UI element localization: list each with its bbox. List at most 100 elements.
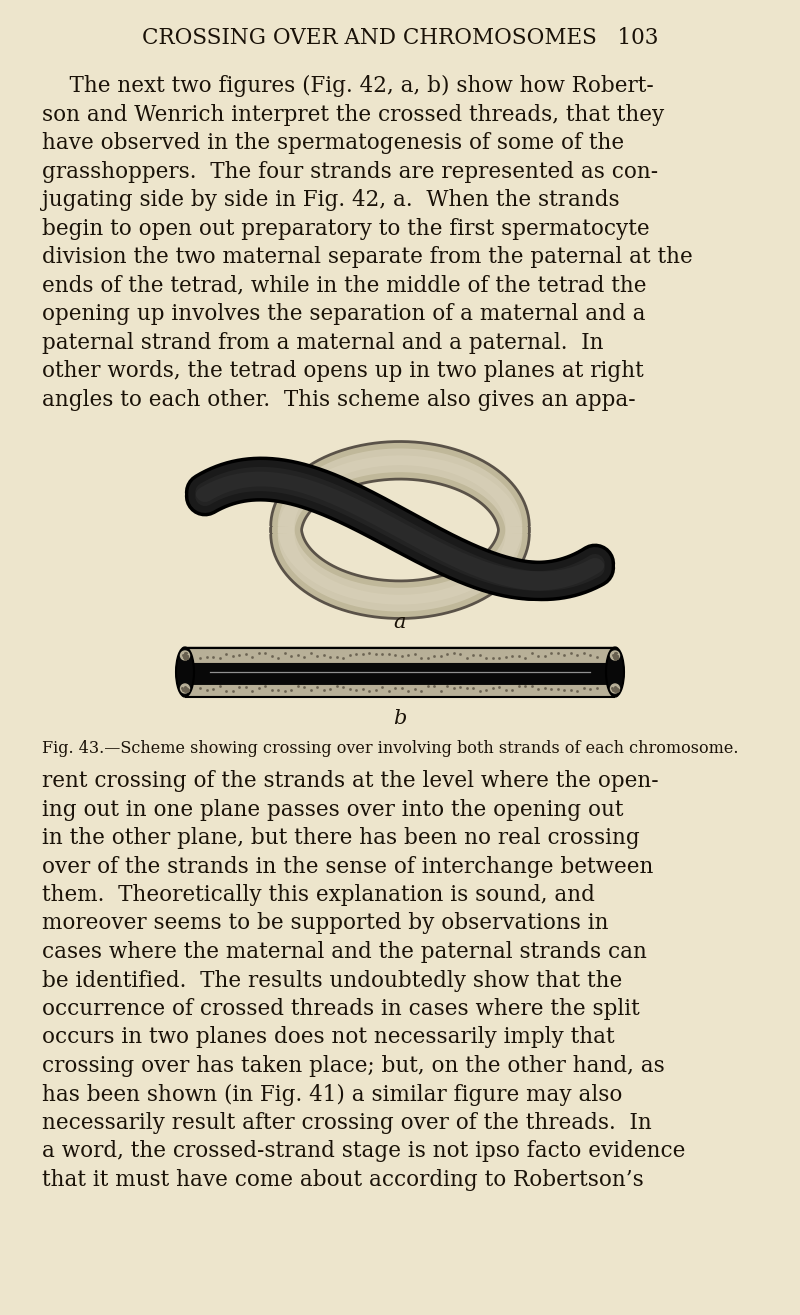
Point: [395, 646, 408, 667]
Text: grasshoppers.  The four strands are represented as con-: grasshoppers. The four strands are repre…: [42, 160, 658, 183]
Point: [177, 644, 190, 665]
Point: [213, 647, 226, 668]
Point: [408, 643, 421, 664]
Point: [272, 680, 285, 701]
Text: Fig. 43.—Scheme showing crossing over involving both strands of each chromosome.: Fig. 43.—Scheme showing crossing over in…: [42, 740, 738, 757]
Point: [178, 677, 191, 698]
Text: be identified.  The results undoubtedly show that the: be identified. The results undoubtedly s…: [42, 969, 622, 992]
Point: [402, 644, 414, 665]
Text: moreover seems to be supported by observations in: moreover seems to be supported by observ…: [42, 913, 609, 935]
Point: [369, 643, 382, 664]
Circle shape: [610, 673, 619, 682]
Point: [558, 680, 570, 701]
Point: [246, 647, 258, 668]
Point: [181, 679, 194, 700]
Point: [178, 646, 190, 667]
Point: [233, 644, 246, 665]
Point: [206, 679, 219, 700]
Point: [178, 677, 191, 698]
Point: [454, 644, 466, 665]
Text: a word, the crossed-strand stage is not ipso facto evidence: a word, the crossed-strand stage is not …: [42, 1140, 686, 1162]
Point: [610, 643, 622, 664]
Point: [181, 679, 194, 700]
Point: [179, 681, 192, 702]
Circle shape: [610, 661, 619, 671]
Point: [402, 680, 414, 701]
Point: [226, 646, 239, 667]
Text: b: b: [394, 709, 406, 727]
Text: them.  Theoretically this explanation is sound, and: them. Theoretically this explanation is …: [42, 884, 595, 906]
Point: [323, 679, 337, 700]
Point: [182, 680, 194, 701]
Point: [493, 676, 506, 697]
Point: [590, 647, 603, 668]
Point: [480, 647, 493, 668]
Point: [506, 680, 518, 701]
Point: [362, 642, 375, 663]
Point: [376, 644, 389, 665]
Point: [610, 679, 622, 700]
Point: [609, 648, 622, 669]
Point: [176, 677, 189, 698]
Point: [200, 680, 213, 701]
Point: [408, 679, 421, 700]
Point: [460, 677, 473, 698]
Point: [317, 644, 330, 665]
Point: [239, 676, 252, 697]
Point: [343, 679, 356, 700]
Point: [427, 675, 440, 696]
Point: [298, 676, 310, 697]
Point: [226, 680, 239, 701]
Text: division the two maternal separate from the paternal at the: division the two maternal separate from …: [42, 246, 693, 268]
Point: [499, 647, 512, 668]
Point: [178, 643, 191, 664]
Point: [298, 646, 310, 667]
Point: [180, 647, 193, 668]
Point: [525, 643, 538, 664]
Point: [330, 647, 343, 668]
Point: [181, 646, 194, 667]
Point: [611, 680, 624, 701]
Circle shape: [181, 661, 190, 671]
Point: [577, 679, 590, 700]
Point: [278, 680, 291, 701]
Point: [531, 646, 544, 667]
Point: [584, 679, 597, 700]
Point: [609, 644, 622, 665]
Point: [310, 676, 323, 697]
Point: [486, 647, 499, 668]
Point: [389, 677, 402, 698]
Point: [178, 646, 190, 667]
Point: [538, 646, 551, 667]
Point: [606, 677, 618, 698]
Point: [551, 642, 564, 663]
Point: [545, 642, 558, 663]
Circle shape: [181, 673, 190, 682]
Circle shape: [610, 684, 619, 693]
Text: opening up involves the separation of a maternal and a: opening up involves the separation of a …: [42, 302, 646, 325]
Point: [584, 644, 597, 665]
Text: begin to open out preparatory to the first spermatocyte: begin to open out preparatory to the fir…: [42, 217, 650, 239]
Point: [182, 679, 194, 700]
Point: [323, 647, 337, 668]
Point: [179, 643, 192, 664]
Point: [414, 647, 427, 668]
Point: [219, 643, 233, 664]
Point: [414, 681, 427, 702]
Point: [518, 647, 531, 668]
Point: [369, 680, 382, 701]
Point: [265, 680, 278, 701]
Point: [252, 642, 265, 663]
Text: angles to each other.  This scheme also gives an appa-: angles to each other. This scheme also g…: [42, 388, 636, 410]
Point: [610, 680, 623, 701]
Point: [434, 646, 447, 667]
Point: [252, 677, 265, 698]
Point: [493, 648, 506, 669]
Point: [265, 646, 278, 667]
Text: crossing over has taken place; but, on the other hand, as: crossing over has taken place; but, on t…: [42, 1055, 665, 1077]
Point: [233, 677, 246, 698]
Point: [525, 676, 538, 697]
Text: ing out in one plane passes over into the opening out: ing out in one plane passes over into th…: [42, 798, 623, 821]
Point: [466, 644, 479, 665]
Point: [272, 648, 285, 669]
